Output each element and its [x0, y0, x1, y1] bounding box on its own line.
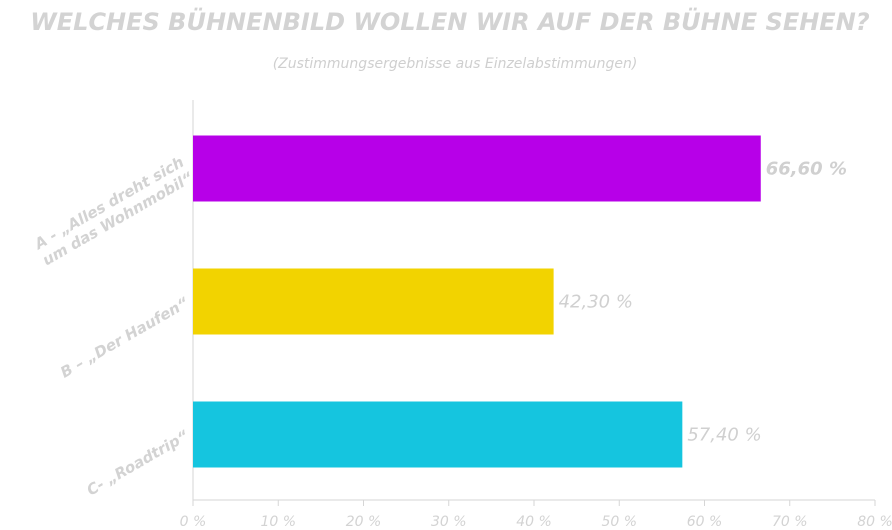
x-tick-label: 10 %	[260, 514, 296, 530]
bar	[193, 401, 683, 468]
x-tick-label: 40 %	[516, 514, 552, 530]
category-label-line: B – „Der Haufen“	[57, 294, 192, 382]
x-tick-label: 50 %	[601, 514, 637, 530]
bar-value-label: 66,60 %	[766, 159, 847, 180]
bar	[193, 135, 761, 202]
x-tick-label: 80 %	[857, 514, 892, 530]
x-tick-label: 70 %	[772, 514, 808, 530]
x-tick-label: 20 %	[346, 514, 382, 530]
category-label-line: C- „Roadtrip“	[84, 427, 192, 500]
x-tick-label: 60 %	[687, 514, 723, 530]
category-label: A - „Alles dreht sichum das Wohnmobil“	[30, 153, 196, 270]
category-label-line: A - „Alles dreht sich	[31, 153, 187, 254]
category-label: C- „Roadtrip“	[84, 427, 192, 500]
bar-value-label: 57,40 %	[687, 425, 761, 446]
x-tick-label: 30 %	[431, 514, 467, 530]
category-label: B – „Der Haufen“	[57, 294, 192, 382]
bar	[193, 268, 554, 335]
plot-area: 0 % 10 % 20 % 30 % 40 % 50 % 60 % 70 % 80 % 66,60…	[30, 100, 892, 530]
bar-value-label: 42,30 %	[559, 292, 633, 313]
chart-title: WELCHES BÜHNENBILD WOLLEN WIR AUF DER BÜ…	[30, 6, 869, 36]
chart-subtitle: (Zustimmungsergebnisse aus Einzelabstimm…	[273, 56, 638, 72]
x-tick-label: 0 %	[180, 514, 207, 530]
